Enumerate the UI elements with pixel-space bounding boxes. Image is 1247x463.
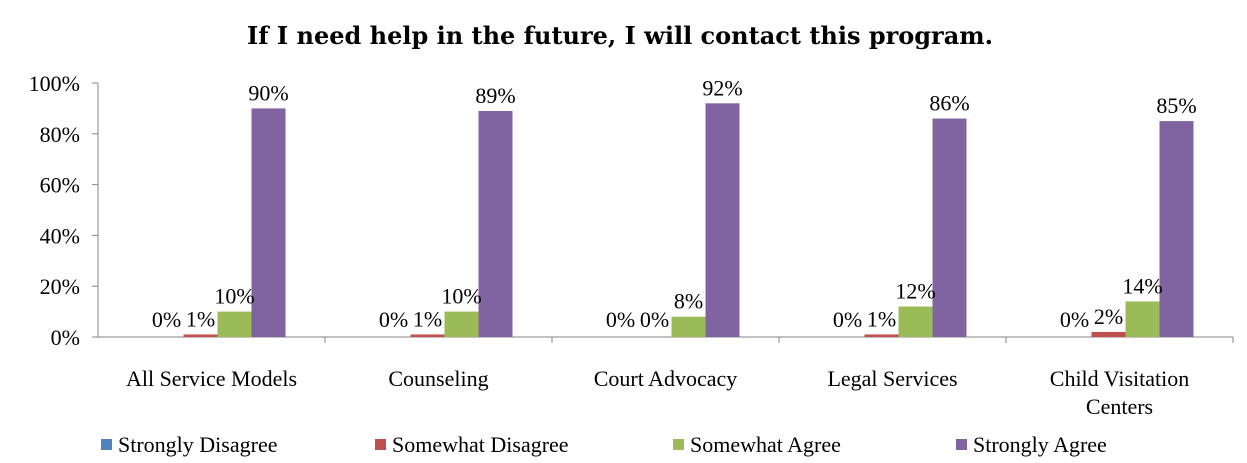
data-label: 0%: [606, 307, 635, 332]
legend-swatch: [101, 439, 112, 450]
bar: [1159, 121, 1194, 337]
data-label: 12%: [895, 279, 935, 304]
legend-swatch: [375, 439, 386, 450]
data-label: 92%: [702, 75, 742, 100]
bar: [410, 334, 445, 337]
axes: 0% 20% 40% 60% 80% 100%: [29, 71, 1234, 350]
legend-label: Somewhat Disagree: [392, 432, 569, 457]
data-label: 10%: [214, 284, 254, 309]
data-label: 8%: [674, 289, 703, 314]
x-tick-label: Counseling: [388, 366, 488, 391]
x-axis-labels: All Service Models Counseling Court Advoca…: [126, 366, 1189, 419]
bar: [217, 311, 252, 337]
data-label: 90%: [248, 80, 288, 105]
y-tick-label: 100%: [29, 71, 80, 96]
chart-title: If I need help in the future, I will con…: [247, 21, 993, 50]
data-label: 86%: [929, 91, 969, 116]
x-tick-label: All Service Models: [126, 366, 297, 391]
data-label: 0%: [379, 307, 408, 332]
x-tick-label: Legal Services: [827, 366, 957, 391]
data-label: 1%: [186, 306, 215, 331]
data-label: 0%: [1060, 307, 1089, 332]
bar: [478, 110, 513, 337]
bar: [444, 311, 479, 337]
legend: Strongly Disagree Somewhat Disagree Somewh…: [101, 432, 1107, 457]
y-tick-label: 0%: [51, 325, 80, 350]
bar: [898, 306, 933, 337]
bar: [864, 334, 899, 337]
data-label: 89%: [475, 83, 515, 108]
bar: [251, 108, 286, 338]
legend-label: Somewhat Agree: [690, 432, 841, 457]
y-tick-label: 60%: [40, 173, 80, 198]
data-label: 1%: [413, 306, 442, 331]
x-tick-label: Court Advocacy: [594, 366, 738, 391]
legend-label: Strongly Agree: [973, 432, 1107, 457]
bar: [1091, 331, 1126, 337]
y-tick-label: 40%: [40, 223, 80, 248]
data-label: 0%: [640, 307, 669, 332]
bars: [183, 103, 1194, 338]
data-label: 1%: [867, 306, 896, 331]
bar: [671, 316, 706, 337]
bar: [183, 334, 218, 337]
legend-swatch: [956, 439, 967, 450]
legend-swatch: [673, 439, 684, 450]
data-label: 14%: [1122, 273, 1162, 298]
bar: [1125, 301, 1160, 337]
x-tick-label: Child Visitation Centers: [1050, 366, 1189, 419]
data-label: 85%: [1156, 93, 1196, 118]
bar: [705, 103, 740, 337]
data-label: 10%: [441, 284, 481, 309]
bar: [932, 118, 967, 337]
y-tick-label: 80%: [40, 122, 80, 147]
y-tick-label: 20%: [40, 274, 80, 299]
data-labels: 0% 1%10%90%0% 1%10%89%0% 0%8%92%0% 1%12%86%0…: [152, 75, 1197, 332]
data-label: 0%: [833, 307, 862, 332]
legend-label: Strongly Disagree: [118, 432, 277, 457]
data-label: 0%: [152, 307, 181, 332]
data-label: 2%: [1094, 304, 1123, 329]
